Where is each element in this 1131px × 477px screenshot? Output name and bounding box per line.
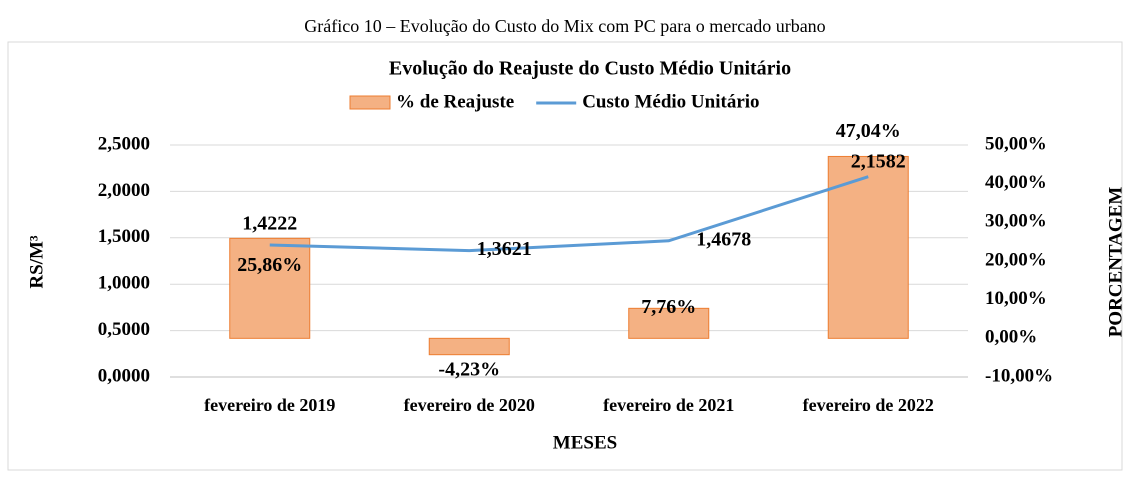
bar-value-label: 25,86% [237, 254, 302, 276]
y-tick-label: 0,5000 [98, 319, 150, 340]
line-value-label: 2,1582 [851, 150, 906, 172]
y2-tick-label: 40,00% [985, 172, 1047, 193]
line-value-label: 1,4222 [242, 213, 297, 235]
legend-swatch [349, 95, 391, 110]
y2-tick-label: 0,00% [985, 327, 1037, 348]
y2-tick-label: -10,00% [985, 365, 1053, 386]
y-tick-label: 1,0000 [98, 273, 150, 294]
bar [229, 237, 311, 339]
caption: Gráfico 10 – Evolução do Custo do Mix co… [304, 16, 825, 36]
y-tick-label: 2,5000 [98, 133, 150, 154]
y2-tick-label: 30,00% [985, 211, 1047, 232]
x-tick-label: fevereiro de 2019 [204, 395, 335, 415]
legend-label: Custo Médio Unitário [582, 91, 759, 112]
y-axis-label: RS/M³ [26, 235, 47, 289]
legend-label: % de Reajuste [396, 91, 514, 112]
bar [827, 155, 909, 339]
y2-tick-label: 50,00% [985, 133, 1047, 154]
y2-tick-label: 20,00% [985, 249, 1047, 270]
y-tick-label: 2,0000 [98, 180, 150, 201]
x-tick-label: fevereiro de 2022 [803, 395, 934, 415]
bar [628, 307, 710, 339]
chart-title: Evolução do Reajuste do Custo Médio Unit… [389, 58, 791, 80]
y2-tick-label: 10,00% [985, 288, 1047, 309]
x-tick-label: fevereiro de 2020 [404, 395, 535, 415]
bar [428, 337, 510, 356]
line-value-label: 1,3621 [477, 238, 532, 260]
y-tick-label: 0,0000 [98, 365, 150, 386]
y-tick-label: 1,5000 [98, 226, 150, 247]
x-axis-label: MESES [553, 432, 617, 453]
line [269, 175, 869, 253]
y2-axis-label: PORCENTAGEM [1105, 187, 1126, 338]
bar-value-label: 7,76% [641, 296, 696, 318]
line-value-label: 1,4678 [696, 228, 751, 250]
bar-value-label: 47,04% [836, 120, 901, 142]
chart-border [7, 41, 1123, 471]
x-tick-label: fevereiro de 2021 [603, 395, 734, 415]
bar-value-label: -4,23% [438, 358, 500, 380]
